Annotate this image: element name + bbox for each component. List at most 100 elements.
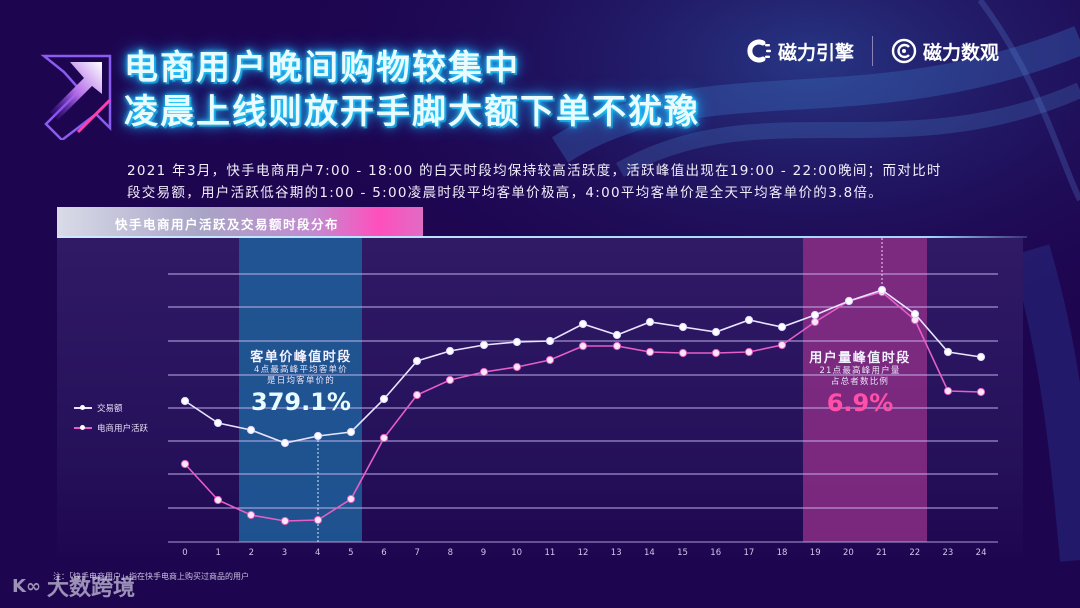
watermark: K∞ 大数跨境	[12, 570, 135, 602]
highlight-band-avg-price-peak	[239, 238, 362, 542]
legend-label: 电商用户活跃	[97, 424, 149, 434]
legend-label: 交易额	[97, 404, 123, 414]
data-point[interactable]	[379, 394, 389, 404]
data-point[interactable]	[877, 285, 887, 295]
data-point[interactable]	[976, 387, 986, 397]
highlight-band-user-peak	[803, 238, 927, 542]
callout-sub-1: 4点最高峰平均客单价	[254, 365, 348, 375]
data-point[interactable]	[578, 319, 588, 329]
series-layer	[180, 285, 986, 526]
legend-swatch-icon	[74, 425, 92, 430]
data-point[interactable]	[612, 341, 622, 351]
data-point[interactable]	[412, 390, 422, 400]
gridlines	[168, 273, 998, 543]
data-point[interactable]	[479, 367, 489, 377]
data-point[interactable]	[180, 396, 190, 406]
data-point[interactable]	[612, 330, 622, 340]
data-point[interactable]	[512, 337, 522, 347]
data-point[interactable]	[910, 309, 920, 319]
data-point[interactable]	[412, 356, 422, 366]
legend-swatch-icon	[74, 405, 92, 410]
x-tick-label: 23	[942, 548, 954, 558]
data-point[interactable]	[976, 352, 986, 362]
brand-logos: 磁力引擎 磁力数观	[746, 34, 999, 68]
x-tick-label: 24	[975, 548, 987, 558]
data-point[interactable]	[445, 346, 455, 356]
brand-cili-shuguan: 磁力数观	[891, 38, 999, 65]
data-point[interactable]	[844, 296, 854, 306]
data-point[interactable]	[744, 347, 754, 357]
legend-item-transaction[interactable]: 交易额	[74, 398, 148, 418]
data-point[interactable]	[943, 347, 953, 357]
x-tick-label: 4	[314, 548, 321, 558]
data-point[interactable]	[445, 375, 455, 385]
legend-item-active-users[interactable]: 电商用户活跃	[74, 418, 148, 438]
callout-sub-2: 是日均客单价的	[267, 376, 335, 386]
callout-value: 6.9%	[826, 389, 894, 417]
data-point[interactable]	[711, 348, 721, 358]
data-point[interactable]	[379, 433, 389, 443]
callout-sub-2: 占总者数比例	[830, 377, 890, 387]
panel-top-line	[57, 236, 1027, 238]
data-point[interactable]	[313, 431, 323, 441]
data-point[interactable]	[280, 516, 290, 526]
data-point[interactable]	[512, 362, 522, 372]
data-point[interactable]	[545, 355, 555, 365]
data-point[interactable]	[777, 322, 787, 332]
data-point[interactable]	[346, 427, 356, 437]
data-point[interactable]	[678, 348, 688, 358]
data-point[interactable]	[280, 438, 290, 448]
data-point[interactable]	[711, 327, 721, 337]
data-point[interactable]	[777, 340, 787, 350]
page-title: 电商用户晚间购物较集中 凌晨上线则放开手脚大额下单不犹豫	[124, 46, 700, 134]
description-line-2: 段交易额，用户活跃低谷期的1:00 - 5:00凌晨时段平均客单价极高，4:00…	[127, 185, 884, 201]
description: 2021 年3月，快手电商用户7:00 - 18:00 的白天时段均保持较高活跃…	[127, 160, 987, 204]
brand-name: 磁力引擎	[778, 41, 855, 64]
x-tick-label: 6	[381, 548, 387, 558]
data-point[interactable]	[180, 459, 190, 469]
x-tick-label: 15	[677, 548, 688, 558]
title-line-1: 电商用户晚间购物较集中	[124, 48, 520, 88]
x-tick-label: 19	[809, 548, 821, 558]
data-point[interactable]	[246, 510, 256, 520]
data-point[interactable]	[645, 347, 655, 357]
data-point[interactable]	[346, 494, 356, 504]
x-tick-label: 12	[577, 548, 589, 558]
description-line-1: 2021 年3月，快手电商用户7:00 - 18:00 的白天时段均保持较高活跃…	[127, 163, 942, 179]
chart-legend: 交易额 电商用户活跃	[74, 398, 148, 438]
data-point[interactable]	[810, 310, 820, 320]
callout-heading: 用户量峰值时段	[809, 351, 911, 366]
data-point[interactable]	[810, 317, 820, 327]
data-point[interactable]	[645, 317, 655, 327]
data-point[interactable]	[246, 425, 256, 435]
x-tick-label: 7	[414, 548, 420, 558]
data-point[interactable]	[313, 515, 323, 525]
x-tick-label: 10	[511, 548, 523, 558]
callout-sub-1: 21点最高峰用户量	[819, 366, 901, 376]
callout-value: 379.1%	[251, 388, 351, 416]
x-tick-label: 1	[215, 548, 221, 558]
data-point[interactable]	[943, 386, 953, 396]
x-tick-label: 9	[480, 548, 487, 558]
c-logo-icon	[747, 39, 771, 63]
concentric-circle-logo-icon	[891, 38, 917, 64]
callout-avg-price-peak: 客单价峰值时段 4点最高峰平均客单价 是日均客单价的 379.1%	[240, 346, 362, 417]
x-tick-label: 13	[610, 548, 622, 558]
watermark-logo-icon: K∞	[12, 575, 41, 597]
x-tick-label: 21	[876, 548, 887, 558]
data-point[interactable]	[578, 341, 588, 351]
chart-title-bar: 快手电商用户活跃及交易额时段分布	[57, 207, 423, 237]
data-point[interactable]	[213, 418, 223, 428]
x-tick-label: 20	[842, 548, 854, 558]
data-point[interactable]	[479, 340, 489, 350]
x-tick-label: 11	[544, 548, 556, 558]
x-tick-label: 16	[710, 548, 722, 558]
chart-title: 快手电商用户活跃及交易额时段分布	[115, 217, 340, 232]
data-point[interactable]	[213, 495, 223, 505]
data-point[interactable]	[545, 336, 555, 346]
data-point[interactable]	[744, 315, 754, 325]
x-tick-label: 8	[447, 548, 454, 558]
watermark-text: 大数跨境	[46, 576, 135, 601]
x-tick-label: 2	[248, 548, 255, 558]
data-point[interactable]	[678, 322, 688, 332]
